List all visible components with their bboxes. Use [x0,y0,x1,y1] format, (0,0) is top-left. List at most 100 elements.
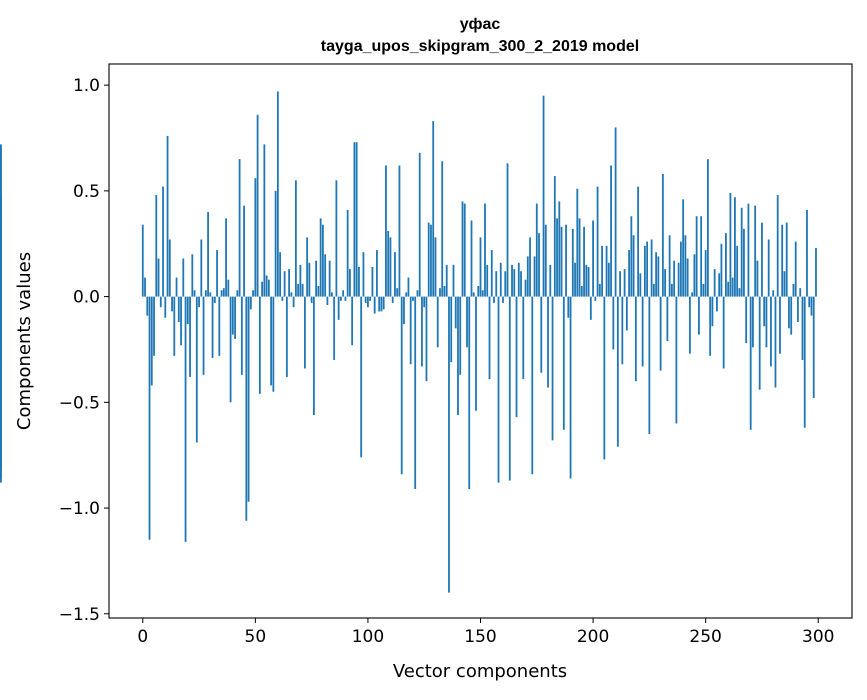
bar [301,283,304,297]
bar [688,296,691,354]
bar [815,247,817,297]
bar [502,296,504,303]
bar [652,283,655,297]
bar [583,226,585,297]
bar [290,292,293,297]
bar [727,281,730,297]
bar [198,296,200,308]
y-tick-label: 0.5 [73,182,100,202]
bar [718,273,721,297]
bar [623,269,626,297]
bar [540,296,543,373]
bar [810,296,813,316]
bar [175,277,178,297]
bar [808,296,811,308]
bar [285,296,288,377]
bar [565,224,567,297]
bar [799,288,802,297]
bar [646,241,649,297]
bar [716,296,718,312]
y-tick-label: 0.0 [73,288,100,308]
bar [349,269,351,297]
bar [267,279,270,297]
bar [236,290,239,297]
bar [346,209,349,297]
bar [436,296,439,348]
bar [303,296,306,369]
bar [486,264,489,297]
bar [601,245,603,297]
bar [376,250,378,297]
bar [184,296,187,542]
bar [468,296,471,490]
bar [416,290,419,297]
bar [263,144,266,297]
bar [587,266,590,297]
bar [270,296,273,386]
bar [632,235,635,297]
bar [797,296,799,322]
bar [414,296,417,490]
bar [670,283,673,297]
bar [355,142,358,297]
bar [738,288,741,297]
bar [432,121,435,297]
bar [598,283,601,297]
bar [222,288,225,297]
bar [788,296,790,329]
bar [711,296,714,327]
bar [362,252,365,297]
bar [382,296,385,310]
bar [0,296,2,483]
chart-title: уфас [460,16,501,33]
bar [418,152,421,297]
bar [0,241,2,297]
bar [522,296,525,380]
bar [216,250,218,297]
bar [256,114,259,297]
bar [529,237,531,297]
bar [556,218,558,297]
bar [508,296,511,481]
bar [177,296,180,322]
bar [763,296,766,327]
chart-subtitle: tayga_upos_skipgram_300_2_2019 model [321,38,639,55]
bar [398,165,401,297]
bar [637,186,640,297]
bar [772,290,775,297]
bar [621,296,624,365]
bar [664,269,667,297]
bar [155,195,158,297]
bar [225,218,227,297]
bar [247,296,250,502]
bar [551,296,554,441]
bar [389,237,392,297]
bar [351,296,354,346]
bar [749,296,752,430]
bar [515,296,518,418]
bar [693,254,696,297]
bar [594,296,597,301]
bar [720,243,723,297]
bar [493,296,495,303]
bar [684,235,687,297]
bar [477,286,480,297]
bar [182,258,185,297]
x-axis-label: Vector components [393,661,567,682]
bar [200,239,203,297]
bar [700,216,703,297]
bar [148,296,151,540]
bar [803,296,806,428]
bar [596,186,599,297]
bar [479,237,482,297]
x-tick-label: 200 [577,627,609,647]
bar [254,178,257,297]
bar [641,296,644,367]
bar [504,271,507,297]
bar [513,269,516,297]
bar [204,290,207,297]
bar [560,226,563,297]
bar [484,203,486,297]
bar [806,209,808,297]
bar [171,296,173,312]
